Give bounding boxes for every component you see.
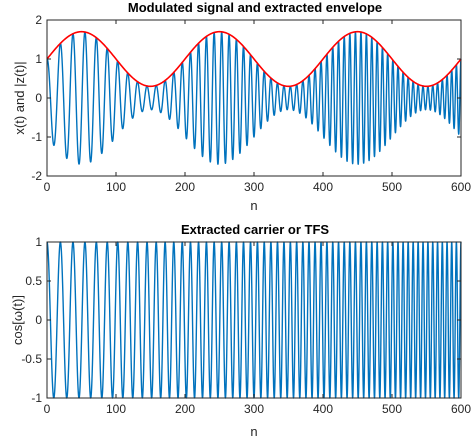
chart-top-ytick-label: 0 (35, 91, 42, 105)
chart-top: Modulated signal and extracted envelope … (12, 0, 471, 213)
chart-bottom-ytick-label: -1 (31, 391, 42, 405)
chart-top-envelope-line (46, 30, 462, 88)
chart-top-xtick-label: 500 (382, 180, 402, 194)
chart-bottom: Extracted carrier or TFS 0 100 200 300 400 50… (10, 222, 471, 439)
chart-top-xlabel: n (250, 198, 257, 213)
chart-bottom-xtick-label: 600 (451, 402, 471, 416)
chart-bottom-title: Extracted carrier or TFS (181, 222, 329, 237)
chart-top-xtick-label: 300 (244, 180, 264, 194)
chart-bottom-xtick-label: 500 (382, 402, 402, 416)
chart-top-xtick-label: 600 (451, 180, 471, 194)
chart-bottom-xlabel: n (250, 424, 257, 439)
chart-top-xtick-label: 200 (175, 180, 195, 194)
chart-bottom-xtick-label: 400 (313, 402, 333, 416)
chart-bottom-ticks: 0 100 200 300 400 500 600 -1 -0.5 0 0.5 1 (21, 235, 471, 416)
chart-bottom-ytick-label: -0.5 (21, 352, 42, 366)
chart-bottom-xtick-label: 200 (175, 402, 195, 416)
chart-bottom-ytick-label: 1 (35, 235, 42, 249)
chart-top-xtick-label: 100 (106, 180, 126, 194)
chart-top-xtick-label: 400 (313, 180, 333, 194)
chart-top-modulated-signal-line (46, 31, 462, 165)
chart-bottom-xtick-label: 300 (244, 402, 264, 416)
chart-bottom-ytick-label: 0.5 (25, 274, 42, 288)
chart-bottom-xtick-label: 100 (106, 402, 126, 416)
chart-top-series (46, 30, 462, 165)
chart-top-title: Modulated signal and extracted envelope (128, 0, 382, 15)
chart-top-ylabel: x(t) and |z(t)| (12, 61, 27, 134)
chart-bottom-ytick-label: 0 (35, 313, 42, 327)
chart-top-xtick-label: 0 (44, 180, 51, 194)
chart-bottom-xtick-label: 0 (44, 402, 51, 416)
chart-top-ytick-label: -1 (31, 130, 42, 144)
chart-top-ytick-label: -2 (31, 169, 42, 183)
chart-top-ticks: 0 100 200 300 400 500 600 -2 -1 0 1 2 (31, 13, 471, 194)
chart-bottom-ylabel: cos[ω(t)] (10, 295, 25, 345)
chart-top-ytick-label: 1 (35, 52, 42, 66)
chart-top-ytick-label: 2 (35, 13, 42, 27)
